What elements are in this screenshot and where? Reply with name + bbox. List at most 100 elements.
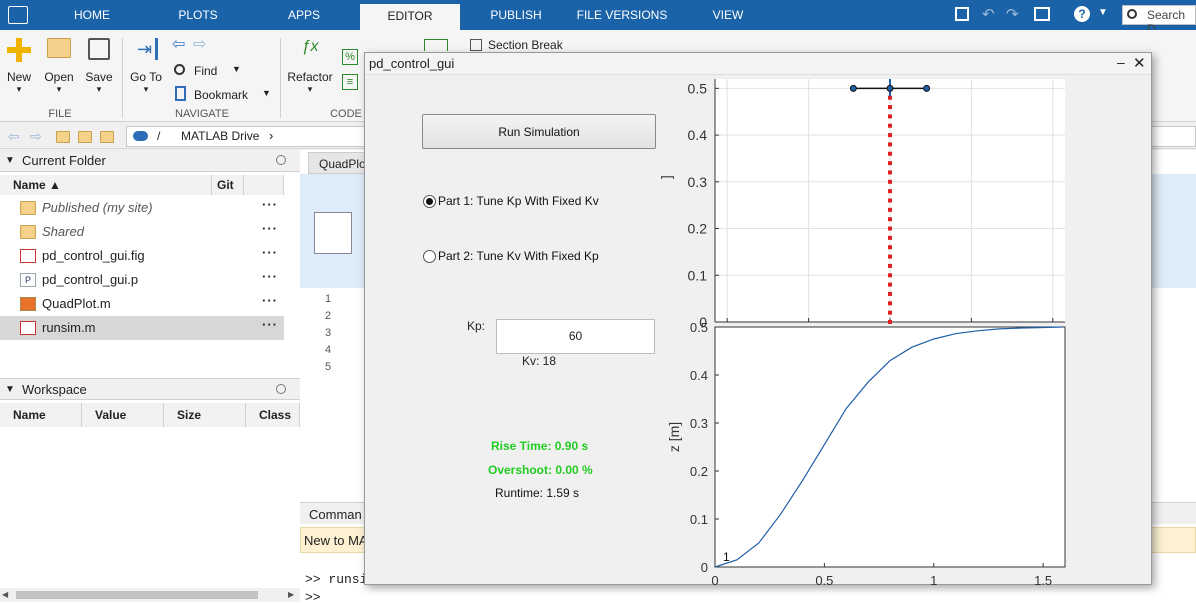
part1-radio[interactable]: [423, 195, 436, 208]
refactor-button[interactable]: ƒx Refactor ▾: [287, 38, 333, 94]
more-icon[interactable]: ···: [262, 245, 278, 260]
save-label: Save: [85, 70, 113, 84]
window-layout-icon[interactable]: [1034, 7, 1050, 21]
rise-time-text: Rise Time: 0.90 s: [491, 439, 589, 453]
search-box[interactable]: Search D: [1122, 5, 1196, 36]
trajectory-point: [888, 273, 892, 278]
figure-window: pd_control_gui – ✕ Run Simulation Part 1…: [364, 52, 1152, 585]
indent-icon[interactable]: ≡: [342, 74, 358, 90]
trajectory-point: [888, 263, 892, 268]
figure-title-bar: pd_control_gui – ✕: [365, 53, 1151, 75]
save-all-icon[interactable]: [955, 7, 969, 21]
trajectory-point: [888, 161, 892, 166]
tab-plots[interactable]: PLOTS: [178, 8, 218, 22]
path-matlab-drive[interactable]: MATLAB Drive: [181, 129, 260, 143]
rotor-marker: [923, 84, 931, 92]
minimize-icon[interactable]: –: [1117, 54, 1125, 70]
column-class[interactable]: Class: [246, 403, 300, 427]
tab-home[interactable]: HOME: [74, 8, 110, 22]
x-tick-label: 1: [930, 573, 937, 585]
undo-icon[interactable]: ↶: [982, 6, 995, 23]
chevron-down-icon[interactable]: ▼: [1098, 7, 1108, 18]
more-icon[interactable]: ···: [262, 293, 278, 308]
forward-arrow-icon[interactable]: ⇨: [30, 128, 42, 144]
trajectory-point: [888, 226, 892, 231]
tab-view[interactable]: VIEW: [712, 8, 744, 22]
kp-input[interactable]: 60: [496, 319, 655, 354]
x-tick-label: 0: [711, 573, 718, 585]
back-arrow-icon[interactable]: ⇦: [8, 128, 20, 144]
y-tick-label: 0.2: [688, 221, 708, 237]
more-icon[interactable]: ···: [262, 317, 278, 332]
y-tick-label: 0.1: [688, 267, 708, 283]
column-extra[interactable]: [244, 175, 284, 195]
goto-button[interactable]: ⇥ Go To ▾: [128, 38, 164, 95]
collapse-icon[interactable]: ▼: [5, 155, 15, 166]
list-item[interactable]: Shared ···: [0, 220, 284, 244]
command-line-1[interactable]: >> runsi: [305, 572, 368, 587]
open-button[interactable]: Open ▾: [42, 38, 76, 95]
open-folder-icon[interactable]: [100, 131, 114, 143]
y-tick-label: 0.5: [688, 80, 708, 96]
trajectory-point: [888, 235, 892, 240]
list-item[interactable]: runsim.m ···: [0, 316, 284, 340]
more-icon[interactable]: ···: [262, 221, 278, 236]
list-item[interactable]: pd_control_gui.fig ···: [0, 244, 284, 268]
panel-menu-icon[interactable]: [276, 155, 286, 165]
list-item[interactable]: QuadPlot.m ···: [0, 292, 284, 316]
series-line: [714, 326, 1063, 568]
comment-icon[interactable]: %: [342, 49, 358, 65]
column-name[interactable]: Name: [0, 403, 82, 427]
browse-folder-icon[interactable]: [78, 131, 92, 143]
tab-file-versions[interactable]: FILE VERSIONS: [576, 8, 668, 22]
help-icon[interactable]: ?: [1074, 6, 1090, 22]
command-prompt[interactable]: >>: [305, 590, 321, 605]
horizontal-scrollbar[interactable]: ◀ ▶: [0, 588, 300, 602]
more-icon[interactable]: ···: [262, 269, 278, 284]
line-number: 5: [325, 361, 332, 373]
column-git[interactable]: Git: [212, 175, 244, 195]
list-item[interactable]: Published (my site) ···: [0, 196, 284, 220]
trajectory-point: [888, 179, 892, 184]
section-icon[interactable]: [424, 39, 448, 51]
more-icon[interactable]: ···: [262, 197, 278, 212]
column-name[interactable]: Name ▲: [0, 175, 212, 195]
bookmark-button[interactable]: Bookmark ▼: [172, 85, 272, 105]
file-name: runsim.m: [42, 320, 96, 335]
section-break-button[interactable]: Section Break: [488, 38, 563, 52]
tab-apps[interactable]: APPS: [287, 8, 320, 22]
trajectory-point: [888, 123, 892, 128]
run-simulation-button[interactable]: Run Simulation: [422, 114, 656, 149]
part2-label[interactable]: Part 2: Tune Kv With Fixed Kp: [438, 249, 599, 263]
panel-menu-icon[interactable]: [276, 384, 286, 394]
new-button[interactable]: New ▾: [4, 38, 34, 95]
y-tick-label: 0.2: [690, 464, 708, 479]
column-value[interactable]: Value: [82, 403, 164, 427]
scroll-thumb[interactable]: [16, 591, 258, 599]
forward-arrow-icon[interactable]: ⇨: [193, 36, 207, 53]
tab-publish[interactable]: PUBLISH: [490, 8, 542, 22]
trajectory-point: [888, 301, 892, 306]
notice-text: New to MA: [304, 533, 368, 548]
up-folder-icon[interactable]: [56, 131, 70, 143]
column-size[interactable]: Size: [164, 403, 246, 427]
editor-tab[interactable]: QuadPlo: [308, 152, 378, 174]
save-button[interactable]: Save ▾: [84, 38, 114, 95]
list-item[interactable]: P pd_control_gui.p ···: [0, 268, 284, 292]
tab-editor[interactable]: EDITOR: [360, 4, 460, 30]
close-icon[interactable]: ✕: [1133, 55, 1146, 72]
collapse-icon[interactable]: ▼: [5, 384, 15, 395]
file-name: Shared: [42, 224, 84, 239]
find-button[interactable]: Find ▼: [172, 62, 252, 82]
file-name: Published: [42, 200, 100, 215]
left-panel: ▼ Current Folder Name ▲ Git Published (m…: [0, 150, 300, 607]
part1-label[interactable]: Part 1: Tune Kp With Fixed Kv: [438, 194, 599, 208]
trajectory-point: [888, 254, 892, 259]
part2-radio[interactable]: [423, 250, 436, 263]
workspace-header: ▼ Workspace: [0, 378, 300, 400]
rotor-marker: [849, 84, 857, 92]
redo-icon[interactable]: ↷: [1006, 6, 1019, 23]
matlab-logo-icon[interactable]: [8, 6, 28, 24]
back-arrow-icon[interactable]: ⇦: [172, 36, 186, 53]
search-input[interactable]: Search D: [1147, 8, 1186, 36]
